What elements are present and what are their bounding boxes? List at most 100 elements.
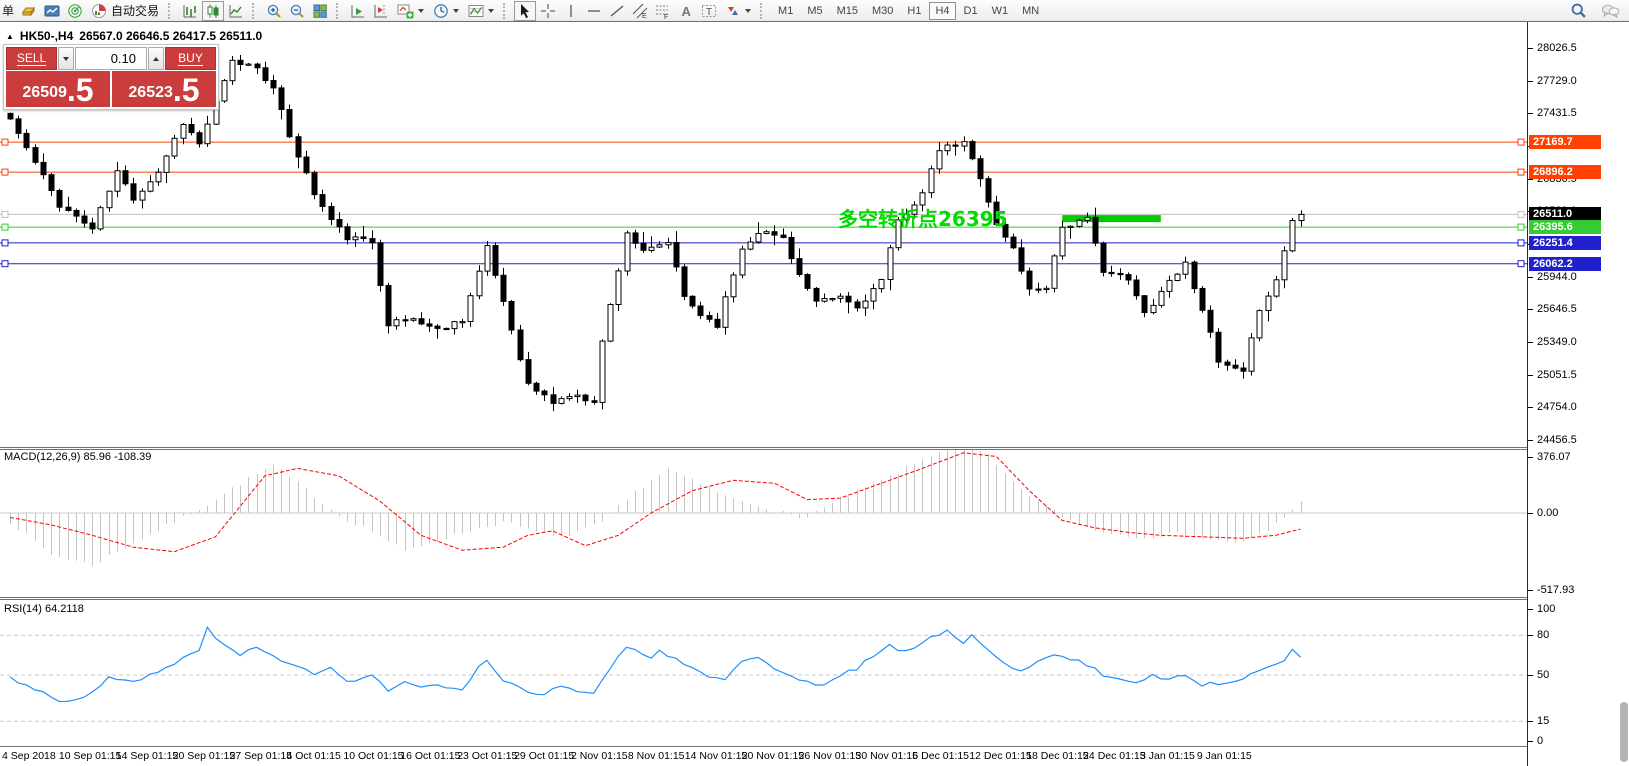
pane-separator[interactable] <box>0 447 1527 448</box>
timeframe-D1-button[interactable]: D1 <box>958 2 984 20</box>
level-line-handle[interactable] <box>1517 260 1525 268</box>
price-tag[interactable]: 26896.2 <box>1529 165 1601 180</box>
channel-tool-button[interactable]: E <box>629 1 651 21</box>
timeframe-W1-button[interactable]: W1 <box>986 2 1015 20</box>
scrollbar-thumb[interactable] <box>1620 702 1628 762</box>
candle-body <box>344 226 351 241</box>
new-order-gold-button[interactable] <box>18 1 40 21</box>
chart-shift-button[interactable] <box>370 1 392 21</box>
candle-body <box>599 340 606 403</box>
level-line-handle[interactable] <box>1 168 9 176</box>
level-line-handle[interactable] <box>1 223 9 231</box>
search-button[interactable] <box>1567 1 1589 21</box>
buy-price-display[interactable]: 26523.5 <box>112 71 216 107</box>
price-tag[interactable]: 26062.2 <box>1529 256 1601 271</box>
label-tool-button[interactable]: T <box>698 1 720 21</box>
new-order-button[interactable]: 单 <box>2 4 15 18</box>
price-chart-pane[interactable]: 多空转折点26395 <box>0 23 1527 447</box>
cursor-tool-button[interactable] <box>514 0 537 21</box>
collapse-triangle-icon[interactable]: ▲ <box>6 31 14 41</box>
vertical-line-tool-button[interactable] <box>560 1 582 21</box>
tile-windows-button[interactable] <box>309 1 331 21</box>
timeframe-M5-button[interactable]: M5 <box>801 2 828 20</box>
price-axis[interactable]: 28026.527729.027431.527134.026836.526539… <box>1527 22 1629 766</box>
sell-button[interactable]: SELL <box>6 47 57 70</box>
periods-button[interactable] <box>429 1 463 21</box>
highlight-bar-annotation[interactable] <box>1062 215 1161 223</box>
price-tag[interactable]: 26511.0 <box>1529 207 1601 222</box>
timeframe-MN-button[interactable]: MN <box>1016 2 1045 20</box>
svg-text:T: T <box>706 7 712 18</box>
symbol-timeframe-label: HK50-,H4 <box>19 29 74 43</box>
candle-body <box>426 323 433 327</box>
candle-body <box>352 236 359 241</box>
templates-button[interactable] <box>464 1 498 21</box>
buy-button[interactable]: BUY <box>165 47 216 70</box>
pane-separator[interactable] <box>0 597 1527 598</box>
crosshair-tool-button[interactable] <box>537 1 559 21</box>
level-line-handle[interactable] <box>1 138 9 146</box>
chat-button[interactable] <box>1599 1 1621 21</box>
signals-button[interactable] <box>64 1 86 21</box>
chart-shift-icon <box>374 4 388 17</box>
candle-body <box>188 124 195 134</box>
candle-body <box>903 213 910 221</box>
candle-body <box>443 327 450 331</box>
rsi-pane[interactable] <box>0 600 1527 746</box>
candle-body <box>550 394 557 404</box>
level-line-handle[interactable] <box>1 210 9 218</box>
trendline-tool-button[interactable] <box>606 1 628 21</box>
date-axis-label: 20 Sep 01:15 <box>172 750 236 762</box>
level-line-handle[interactable] <box>1517 138 1525 146</box>
sell-price-display[interactable]: 26509.5 <box>6 71 110 107</box>
timeframe-M15-button[interactable]: M15 <box>831 2 864 20</box>
candle-body <box>295 136 302 158</box>
volume-input[interactable] <box>75 47 147 70</box>
price-tag[interactable]: 26251.4 <box>1529 235 1601 250</box>
turning-point-annotation[interactable]: 多空转折点26395 <box>838 207 1008 231</box>
candle-body <box>369 238 376 244</box>
candle-body <box>328 206 335 220</box>
date-axis-label: 9 Jan 01:15 <box>1196 750 1252 762</box>
date-axis[interactable]: 4 Sep 2018 10 Sep 01:15 14 Sep 01:15 20 Sep… <box>0 747 1527 766</box>
level-line-handle[interactable] <box>1517 223 1525 231</box>
candle-body <box>673 242 680 268</box>
bar-chart-button[interactable] <box>179 1 201 21</box>
horizontal-line-tool-button[interactable] <box>583 1 605 21</box>
candle-body <box>393 319 400 327</box>
arrows-tool-button[interactable] <box>721 1 755 21</box>
line-chart-button[interactable] <box>225 1 247 21</box>
volume-decrease-button[interactable] <box>58 47 74 70</box>
timeframe-H4-button[interactable]: H4 <box>929 1 956 20</box>
candlestick-chart-button[interactable] <box>202 0 225 21</box>
zoom-in-button[interactable] <box>263 1 285 21</box>
fibonacci-tool-button[interactable]: F <box>652 1 674 21</box>
auto-scroll-button[interactable] <box>347 1 369 21</box>
price-tag[interactable]: 26395.6 <box>1529 220 1601 235</box>
level-line-handle[interactable] <box>1 260 9 268</box>
indicators-button[interactable] <box>393 1 428 21</box>
volume-increase-button[interactable] <box>148 47 164 70</box>
date-axis-label: 18 Dec 01:15 <box>1026 750 1089 762</box>
date-axis-label: 29 Oct 01:15 <box>514 750 575 762</box>
date-axis-label: 3 Jan 01:15 <box>1140 750 1195 762</box>
pane-separator[interactable] <box>0 599 1527 600</box>
timeframe-M30-button[interactable]: M30 <box>866 2 899 20</box>
price-tag[interactable]: 27169.7 <box>1529 135 1601 150</box>
timeframe-M1-button[interactable]: M1 <box>772 2 799 20</box>
pane-separator[interactable] <box>0 449 1527 450</box>
candle-body <box>451 321 458 330</box>
level-line-handle[interactable] <box>1517 239 1525 247</box>
pane-separator <box>0 746 1527 747</box>
level-line-handle[interactable] <box>1 239 9 247</box>
chart-header: ▲ HK50-,H4 26567.0 26646.5 26417.5 26511… <box>6 29 262 43</box>
timeframe-H1-button[interactable]: H1 <box>901 2 927 20</box>
text-tool-button[interactable]: A <box>675 1 697 21</box>
macd-pane[interactable] <box>0 450 1527 597</box>
candle-body <box>1059 226 1066 257</box>
level-line-handle[interactable] <box>1517 168 1525 176</box>
level-line-handle[interactable] <box>1517 210 1525 218</box>
terminal-button[interactable] <box>41 1 63 21</box>
zoom-out-button[interactable] <box>286 1 308 21</box>
autotrading-button[interactable]: 自动交易 <box>87 1 163 21</box>
